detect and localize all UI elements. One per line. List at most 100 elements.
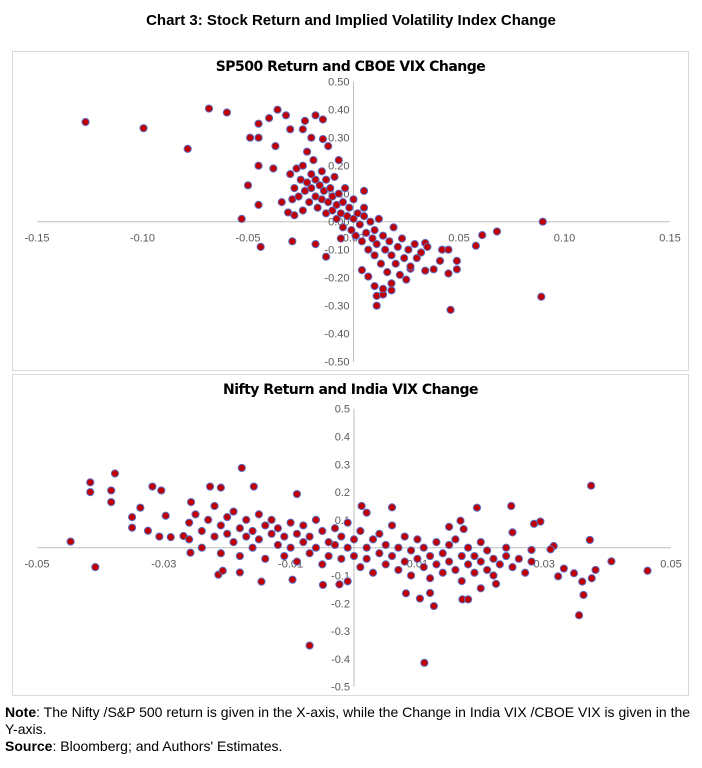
data-point [476, 538, 485, 547]
data-point [381, 560, 390, 569]
data-point [286, 543, 295, 552]
data-point [292, 557, 302, 566]
data-point [183, 144, 192, 154]
data-point [307, 184, 316, 193]
data-point [299, 538, 308, 547]
x-tick-label: -0.05 [235, 233, 260, 245]
data-point [347, 226, 356, 235]
data-point [420, 658, 429, 667]
data-point [483, 565, 492, 575]
data-point [375, 529, 384, 538]
data-point [457, 551, 466, 561]
y-tick-label: -0.10 [324, 245, 349, 257]
data-point [318, 580, 328, 590]
data-point [457, 576, 466, 586]
data-point [161, 511, 170, 520]
data-point [197, 526, 206, 536]
data-point [445, 540, 454, 550]
data-point [318, 115, 328, 124]
data-point [343, 518, 352, 527]
data-point [237, 214, 246, 223]
data-point [311, 240, 320, 249]
data-point [280, 551, 289, 561]
data-point [318, 526, 327, 536]
y-tick-label: -0.20 [324, 273, 349, 285]
data-point [257, 577, 266, 586]
data-point [235, 551, 244, 561]
x-tick-label: 0.10 [554, 233, 575, 245]
y-tick-label: 0.20 [328, 161, 349, 173]
data-point [536, 517, 545, 526]
data-point [286, 518, 295, 527]
figure-title: Chart 3: Stock Return and Implied Volati… [146, 12, 556, 29]
data-point [389, 223, 398, 232]
data-point [330, 172, 339, 182]
data-point [383, 268, 392, 277]
data-point [400, 557, 409, 566]
y-tick-label: 0.4 [335, 432, 350, 444]
y-tick-label: -0.40 [324, 329, 349, 341]
data-point [290, 184, 299, 193]
data-point [254, 161, 263, 170]
data-point [197, 543, 206, 552]
data-point [391, 259, 400, 268]
data-point [492, 227, 502, 236]
data-point [248, 526, 257, 536]
data-point [307, 170, 316, 179]
data-point [356, 526, 365, 536]
data-point [343, 577, 352, 586]
y-tick-label: 0.2 [335, 487, 350, 499]
data-point [269, 164, 278, 173]
data-point [404, 245, 413, 254]
data-point [554, 572, 563, 581]
data-point [406, 262, 415, 271]
data-point [378, 231, 388, 240]
data-point [483, 546, 492, 555]
source-text: : Bloomberg; and Authors' Estimates. [52, 738, 283, 754]
data-point [302, 147, 312, 156]
data-point [378, 284, 388, 293]
data-point [281, 111, 291, 120]
data-point [324, 198, 333, 207]
data-point [340, 184, 350, 193]
data-point [242, 515, 251, 524]
data-point [298, 125, 307, 134]
data-point [394, 543, 403, 552]
x-tick-label: -0.05 [24, 559, 49, 571]
data-point [412, 254, 421, 263]
data-point [345, 203, 354, 212]
data-point [444, 245, 453, 254]
data-point [91, 563, 100, 572]
data-point [235, 524, 244, 533]
data-point [338, 223, 348, 232]
y-tick-label: 0.5 [335, 404, 350, 416]
data-point [330, 540, 340, 550]
data-point [271, 142, 280, 151]
data-point [374, 214, 383, 223]
data-point [429, 601, 438, 611]
data-point [381, 245, 390, 254]
data-point [355, 220, 364, 229]
data-point [298, 161, 307, 170]
data-point [302, 178, 312, 187]
data-point [359, 186, 369, 195]
data-point [280, 532, 289, 541]
x-tick-label: 0.15 [659, 233, 680, 245]
data-point [86, 478, 95, 487]
data-point [261, 554, 270, 563]
sp500-vix-plot: 0.500.400.300.200.100.00-0.10-0.20-0.30-… [24, 77, 680, 369]
data-point [406, 571, 416, 580]
data-point [107, 486, 116, 495]
data-point [166, 533, 175, 542]
data-point [569, 569, 579, 578]
data-point [243, 181, 253, 190]
data-point [216, 521, 225, 530]
x-tick-label: 0.03 [533, 559, 554, 571]
data-point [86, 488, 95, 497]
data-point [204, 515, 213, 524]
data-point [591, 565, 600, 575]
data-point [370, 251, 379, 260]
data-point [66, 537, 75, 546]
data-point [538, 217, 547, 226]
data-point [334, 156, 343, 165]
